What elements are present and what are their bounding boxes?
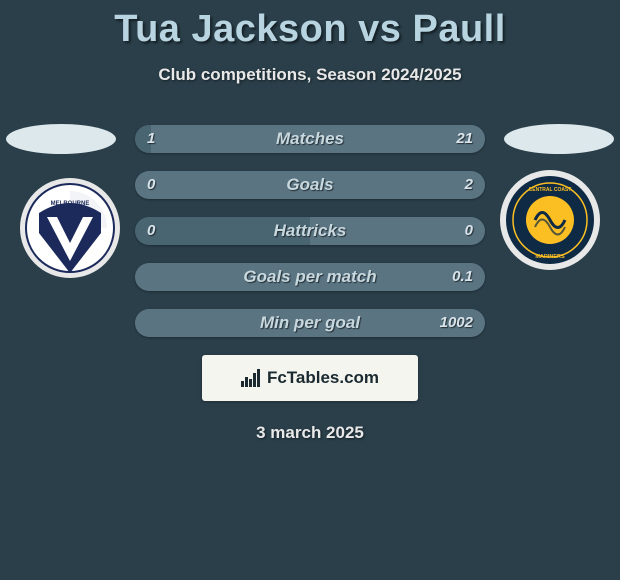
branding-badge: FcTables.com xyxy=(202,355,418,401)
stat-label: Goals per match xyxy=(135,263,485,291)
stat-value-right: 2 xyxy=(465,171,473,199)
central-coast-mariners-crest-icon: CENTRAL COAST MARINERS xyxy=(505,175,595,265)
comparison-card: Tua Jackson vs Paull Club competitions, … xyxy=(0,0,620,443)
branding-text: FcTables.com xyxy=(267,368,379,388)
stat-row: Matches1 21 xyxy=(135,125,485,153)
stat-value-left: 0 xyxy=(147,171,155,199)
stat-label: Matches xyxy=(135,125,485,153)
stat-value-right: 0 xyxy=(465,217,473,245)
footer-date: 3 march 2025 xyxy=(0,423,620,443)
stat-label: Hattricks xyxy=(135,217,485,245)
stat-row: Goals per match0.1 xyxy=(135,263,485,291)
team-badge-left: MELBOURNE xyxy=(20,178,120,278)
shadow-ellipse-right xyxy=(504,124,614,154)
stat-row: Min per goal1002 xyxy=(135,309,485,337)
team-badge-right: CENTRAL COAST MARINERS xyxy=(500,170,600,270)
shadow-ellipse-left xyxy=(6,124,116,154)
stat-label: Min per goal xyxy=(135,309,485,337)
subtitle: Club competitions, Season 2024/2025 xyxy=(0,65,620,85)
stat-row: Hattricks0 0 xyxy=(135,217,485,245)
page-title: Tua Jackson vs Paull xyxy=(0,0,620,51)
stat-row: Goals0 2 xyxy=(135,171,485,199)
stat-value-right: 1002 xyxy=(440,309,473,337)
svg-text:MARINERS: MARINERS xyxy=(535,254,565,260)
stats-list: Matches121Goals02Hattricks00Goals per ma… xyxy=(135,125,485,337)
stat-value-right: 21 xyxy=(456,125,473,153)
stat-label: Goals xyxy=(135,171,485,199)
svg-text:MELBOURNE: MELBOURNE xyxy=(51,201,90,207)
stat-value-left: 0 xyxy=(147,217,155,245)
melbourne-victory-crest-icon: MELBOURNE xyxy=(25,183,115,273)
stat-value-left: 1 xyxy=(147,125,155,153)
bar-chart-icon xyxy=(241,369,263,387)
svg-text:CENTRAL COAST: CENTRAL COAST xyxy=(529,187,572,193)
stat-value-right: 0.1 xyxy=(452,263,473,291)
